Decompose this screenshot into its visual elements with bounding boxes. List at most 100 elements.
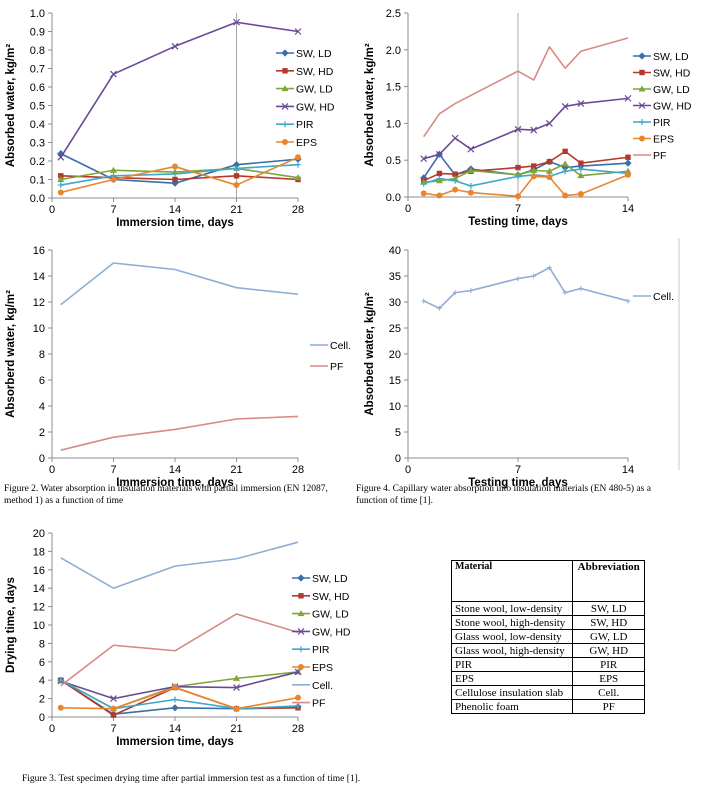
chart-fig4b: 0 5 10 15 20 25 30 35 40 0 7 14 Testing time, days Ab… bbox=[364, 238, 680, 489]
legend-item: SW, HD bbox=[633, 68, 691, 80]
x-tick-label: 14 bbox=[169, 204, 181, 216]
data-point bbox=[624, 94, 632, 102]
y-axis-label: Absorbed water, kg/m² bbox=[364, 292, 376, 416]
series-pf bbox=[60, 613, 299, 687]
abbreviation-cell: SW, HD bbox=[572, 615, 645, 630]
data-point bbox=[421, 298, 427, 304]
legend-label: GW, HD bbox=[653, 101, 692, 113]
data-point bbox=[515, 193, 521, 200]
data-point bbox=[172, 684, 178, 691]
y-tick-label: 25 bbox=[389, 323, 401, 335]
legend-label: Cell. bbox=[312, 680, 333, 692]
data-point bbox=[546, 265, 552, 271]
material-cell: Glass wool, high-density bbox=[450, 643, 574, 658]
series-line bbox=[423, 97, 629, 160]
y-tick-label: 40 bbox=[389, 245, 401, 257]
data-point bbox=[110, 176, 117, 183]
material-cell: Stone wool, high-density bbox=[450, 615, 574, 630]
data-point bbox=[467, 182, 474, 189]
y-tick-label: 0 bbox=[39, 453, 45, 465]
y-tick-label: 12 bbox=[33, 297, 45, 309]
abbreviation-cell: GW, LD bbox=[572, 629, 645, 644]
y-tick-label: 16 bbox=[33, 565, 45, 577]
y-tick-label: 8 bbox=[39, 349, 45, 361]
y-tick-label: 10 bbox=[33, 323, 45, 335]
y-tick-label: 10 bbox=[389, 401, 401, 413]
series-cell bbox=[60, 541, 299, 590]
table-row: Cellulose insulation slab Cell. bbox=[450, 685, 645, 700]
legend-label: PIR bbox=[296, 119, 314, 131]
data-point bbox=[561, 103, 569, 110]
legend-item: EPS bbox=[292, 662, 333, 674]
y-tick-label: 20 bbox=[33, 528, 45, 540]
series-line bbox=[60, 415, 299, 451]
series-eps bbox=[57, 684, 301, 712]
data-point bbox=[515, 164, 521, 171]
legend-marker bbox=[298, 646, 304, 653]
chart-fig2b: 0 2 4 6 8 10 12 14 16 0 7 14 21 28 Immersion time, day… bbox=[5, 245, 351, 489]
data-point bbox=[436, 305, 442, 311]
table-row: Glass wool, high-density GW, HD bbox=[450, 643, 645, 658]
x-tick-label: 14 bbox=[169, 723, 181, 735]
figure-2-caption: Figure 2. Water absorption in insulation… bbox=[4, 484, 328, 506]
legend-label: SW, HD bbox=[653, 68, 691, 80]
series-line bbox=[60, 21, 299, 158]
y-tick-label: 2 bbox=[39, 427, 45, 439]
data-point bbox=[514, 125, 522, 133]
data-point bbox=[577, 100, 585, 107]
y-tick-label: 20 bbox=[389, 349, 401, 361]
legend-item: SW, HD bbox=[292, 591, 350, 603]
legend-label: GW, HD bbox=[312, 626, 351, 638]
data-point bbox=[171, 704, 179, 712]
x-tick-label: 7 bbox=[515, 464, 521, 476]
material-cell: PIR bbox=[450, 657, 574, 672]
series-gwhd bbox=[57, 18, 302, 161]
y-tick-label: 30 bbox=[389, 297, 401, 309]
y-tick-label: 0.2 bbox=[30, 156, 45, 168]
legend-item: SW, HD bbox=[276, 66, 334, 78]
table-row: Glass wool, low-density GW, LD bbox=[450, 629, 645, 644]
data-point bbox=[436, 175, 443, 182]
series-gwhd bbox=[420, 94, 632, 163]
legend-marker bbox=[281, 49, 289, 57]
abbreviation-cell: PIR bbox=[572, 657, 645, 672]
y-tick-label: 0.0 bbox=[30, 193, 45, 205]
data-point bbox=[531, 163, 537, 169]
data-point bbox=[467, 145, 475, 153]
series-pf bbox=[60, 415, 299, 451]
legend-item: GW, HD bbox=[292, 626, 351, 638]
data-point bbox=[171, 42, 179, 50]
x-tick-label: 14 bbox=[169, 464, 181, 476]
abbreviation-header: Abbreviation bbox=[572, 560, 645, 602]
series-line bbox=[60, 686, 299, 710]
legend-item: PIR bbox=[633, 117, 671, 129]
data-point bbox=[232, 161, 241, 169]
y-tick-label: 1.0 bbox=[30, 8, 45, 20]
legend-label: PF bbox=[330, 361, 343, 373]
x-tick-label: 0 bbox=[405, 203, 411, 215]
data-point bbox=[467, 167, 475, 174]
x-tick-label: 14 bbox=[622, 464, 634, 476]
legend-label: PIR bbox=[653, 117, 671, 129]
legend-item: SW, LD bbox=[633, 51, 689, 63]
data-point bbox=[295, 154, 301, 161]
y-tick-label: 0.5 bbox=[386, 155, 401, 167]
abbreviation-cell: EPS bbox=[572, 671, 645, 686]
y-tick-label: 16 bbox=[33, 245, 45, 257]
legend-item: Cell. bbox=[633, 291, 674, 303]
y-tick-label: 0.4 bbox=[30, 119, 45, 131]
data-point bbox=[233, 182, 240, 189]
legend-label: SW, HD bbox=[312, 591, 350, 603]
y-tick-label: 18 bbox=[33, 546, 45, 558]
data-point bbox=[468, 288, 474, 294]
data-point bbox=[57, 189, 64, 196]
data-point bbox=[420, 180, 427, 187]
x-axis-label: Immersion time, days bbox=[116, 736, 234, 748]
x-tick-label: 7 bbox=[110, 723, 116, 735]
x-tick-label: 0 bbox=[405, 464, 411, 476]
y-tick-label: 0 bbox=[395, 453, 401, 465]
data-point bbox=[577, 191, 584, 198]
legend-item: GW, LD bbox=[633, 84, 690, 96]
legend-item: SW, LD bbox=[276, 48, 332, 60]
